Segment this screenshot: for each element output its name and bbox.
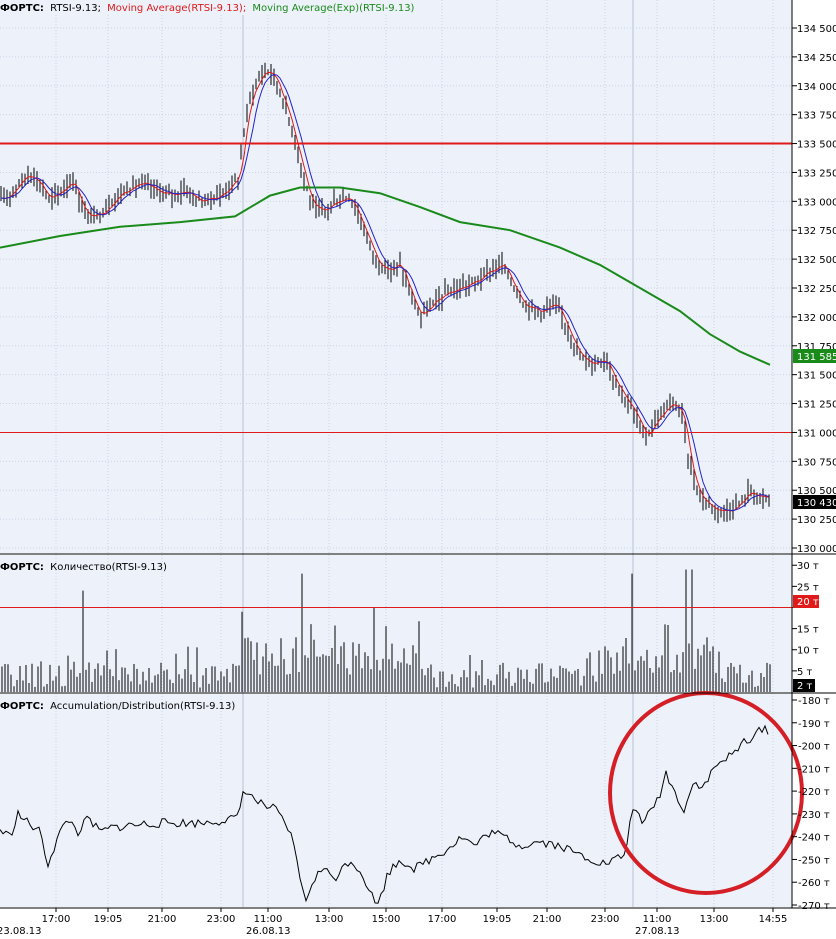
time-tick-label: 19:05 [94, 914, 123, 925]
last-price-label: 130 430 [797, 498, 836, 509]
date-label: 23.08.13 [0, 926, 42, 937]
ad-legend-name: ФОРТС: [0, 701, 44, 712]
volume-legend-text: Количество(RTSI-9.13) [50, 562, 167, 573]
time-axis-ticks: 17:00 19:05 21:00 23:00 11:00 13:00 15:00 17:00… [42, 908, 788, 925]
sma-line [0, 71, 770, 512]
price-legend-bg [0, 0, 412, 15]
price-tick-label: 134 000 [797, 82, 836, 93]
ema-fast-line [0, 73, 770, 512]
time-tick-label: 19:05 [483, 914, 512, 925]
price-tick-label: 131 500 [797, 371, 836, 382]
volume-tick-label: 15 т [797, 625, 819, 636]
ad-legend: ФОРТС: Accumulation/Distribution(RTSI-9.… [0, 701, 235, 712]
price-bars [0, 62, 770, 524]
price-tick-label: 134 500 [797, 24, 836, 35]
price-tick-label: 130 250 [797, 515, 836, 526]
ad-tick-label: -240 т [798, 833, 830, 844]
time-tick-label: 23:00 [207, 914, 236, 925]
volume-panel-background [0, 555, 792, 692]
volume-tick-label: 10 т [797, 646, 819, 657]
time-tick-label: 14:55 [759, 914, 788, 925]
date-label: 27.08.13 [635, 926, 680, 937]
time-tick-label: 13:00 [700, 914, 729, 925]
time-tick-label: 15:00 [372, 914, 401, 925]
ad-tick-label: -260 т [798, 878, 830, 889]
ad-legend-text: Accumulation/Distribution(RTSI-9.13) [50, 701, 235, 712]
price-tick-label: 131 750 [797, 342, 836, 353]
ad-tick-label: -220 т [798, 787, 830, 798]
price-tick-label: 131 000 [797, 428, 836, 439]
price-level-lines [0, 142, 792, 433]
ad-panel-background [0, 694, 792, 907]
ema-value-label: 131 585 [797, 352, 836, 363]
volume-last-label: 2 т [797, 681, 813, 692]
volume-level-label: 20 т [797, 597, 819, 608]
volume-level-badge [793, 595, 819, 608]
price-tick-label: 130 000 [797, 544, 836, 555]
ad-tick-label: -210 т [798, 764, 830, 775]
ema-value-badge [793, 349, 836, 363]
price-tick-label: 133 500 [797, 140, 836, 151]
ad-tick-label: -180 т [798, 696, 830, 707]
ad-tick-label: -230 т [798, 810, 830, 821]
time-tick-label: 17:00 [42, 914, 71, 925]
ad-line [0, 724, 769, 904]
ema-slow-line [0, 186, 771, 366]
price-legend: ФОРТС: RTSI-9.13; Moving Average(RTSI-9.… [0, 3, 415, 14]
price-tick-label: 130 500 [797, 486, 836, 497]
time-tick-label: 17:00 [428, 914, 457, 925]
time-tick-label: 23:00 [591, 914, 620, 925]
price-tick-label: 132 000 [797, 313, 836, 324]
ad-tick-label: -200 т [798, 742, 830, 753]
price-legend-series: RTSI-9.13; [50, 3, 101, 14]
volume-last-badge [793, 679, 815, 692]
volume-tick-label: 30 т [797, 561, 819, 572]
price-tick-label: 133 250 [797, 168, 836, 179]
price-panel-background [0, 0, 792, 553]
time-tick-label: 21:00 [533, 914, 562, 925]
time-tick-label: 21:00 [148, 914, 177, 925]
price-tick-label: 131 250 [797, 400, 836, 411]
time-tick-label: 13:00 [315, 914, 344, 925]
volume-tick-label: 5 т [797, 667, 813, 678]
price-tick-label: 130 750 [797, 457, 836, 468]
price-tick-label: 132 750 [797, 226, 836, 237]
price-tick-label: 132 500 [797, 255, 836, 266]
time-tick-label: 11:00 [643, 914, 672, 925]
volume-legend: ФОРТС: Количество(RTSI-9.13) [0, 562, 167, 573]
last-price-badge [793, 495, 836, 509]
price-axis-ticks: 134 500 134 250 134 000 133 750 133 500 133 2… [792, 24, 836, 555]
ad-tick-label: -190 т [798, 719, 830, 730]
price-tick-label: 133 000 [797, 197, 836, 208]
volume-tick-label: 25 т [797, 582, 819, 593]
price-legend-ema: Moving Average(Exp)(RTSI-9.13) [252, 3, 414, 14]
price-legend-name: ФОРТС: [0, 3, 44, 14]
volume-legend-name: ФОРТС: [0, 562, 44, 573]
date-label: 26.08.13 [246, 926, 291, 937]
volume-bars [1, 569, 771, 692]
ad-axis-ticks: -180 т -190 т -200 т -210 т -220 т -230 т -240… [792, 696, 830, 912]
ad-tick-label: -270 т [798, 901, 830, 912]
price-legend-ma: Moving Average(RTSI-9.13); [107, 3, 246, 14]
ad-tick-label: -250 т [798, 855, 830, 866]
time-tick-label: 11:00 [254, 914, 283, 925]
price-tick-label: 132 250 [797, 284, 836, 295]
price-tick-label: 134 250 [797, 53, 836, 64]
price-tick-label: 133 750 [797, 111, 836, 122]
volume-axis-ticks: 30 т 25 т 15 т 10 т 5 т [792, 561, 819, 678]
